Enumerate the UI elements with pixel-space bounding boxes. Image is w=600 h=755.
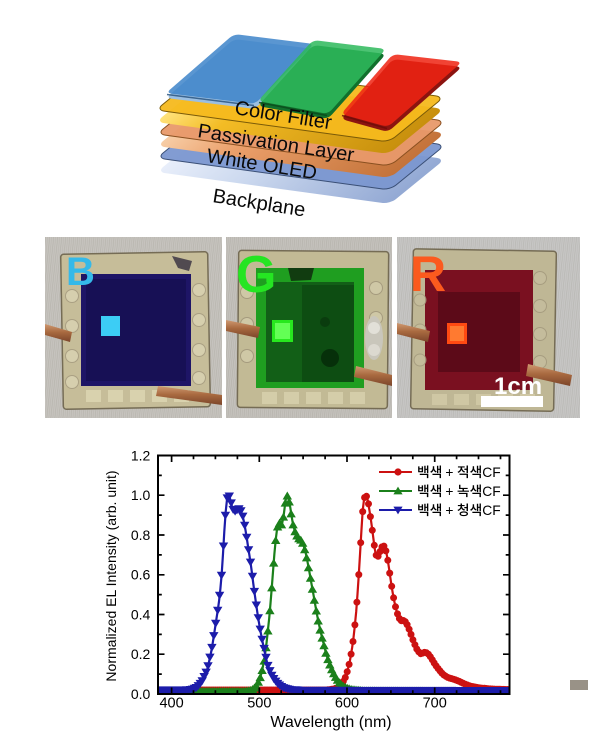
svg-text:1cm: 1cm <box>494 373 542 400</box>
svg-text:1.2: 1.2 <box>131 447 151 463</box>
svg-text:Wavelength (nm): Wavelength (nm) <box>270 714 391 731</box>
svg-text:500: 500 <box>247 696 271 712</box>
svg-text:400: 400 <box>159 696 183 712</box>
svg-text:B: B <box>66 250 95 294</box>
svg-text:G: G <box>236 246 276 304</box>
svg-text:0.2: 0.2 <box>131 646 151 662</box>
svg-text:Backplane: Backplane <box>211 185 307 221</box>
svg-text:0.4: 0.4 <box>131 606 151 622</box>
svg-text:600: 600 <box>335 696 359 712</box>
svg-text:1.0: 1.0 <box>131 487 151 503</box>
svg-text:+: + <box>445 484 453 499</box>
svg-text:CF: CF <box>482 484 500 499</box>
svg-text:0.8: 0.8 <box>131 527 151 543</box>
svg-text:R: R <box>410 246 446 302</box>
svg-text:CF: CF <box>482 465 500 480</box>
svg-text:+: + <box>445 503 453 518</box>
svg-text:0.0: 0.0 <box>131 686 151 702</box>
svg-text:+: + <box>445 465 453 480</box>
svg-text:0.6: 0.6 <box>131 567 151 583</box>
svg-text:CF: CF <box>482 503 500 518</box>
svg-text:Normalized EL Intensity (arb.: Normalized EL Intensity (arb. unit) <box>103 470 119 681</box>
svg-text:700: 700 <box>423 696 447 712</box>
